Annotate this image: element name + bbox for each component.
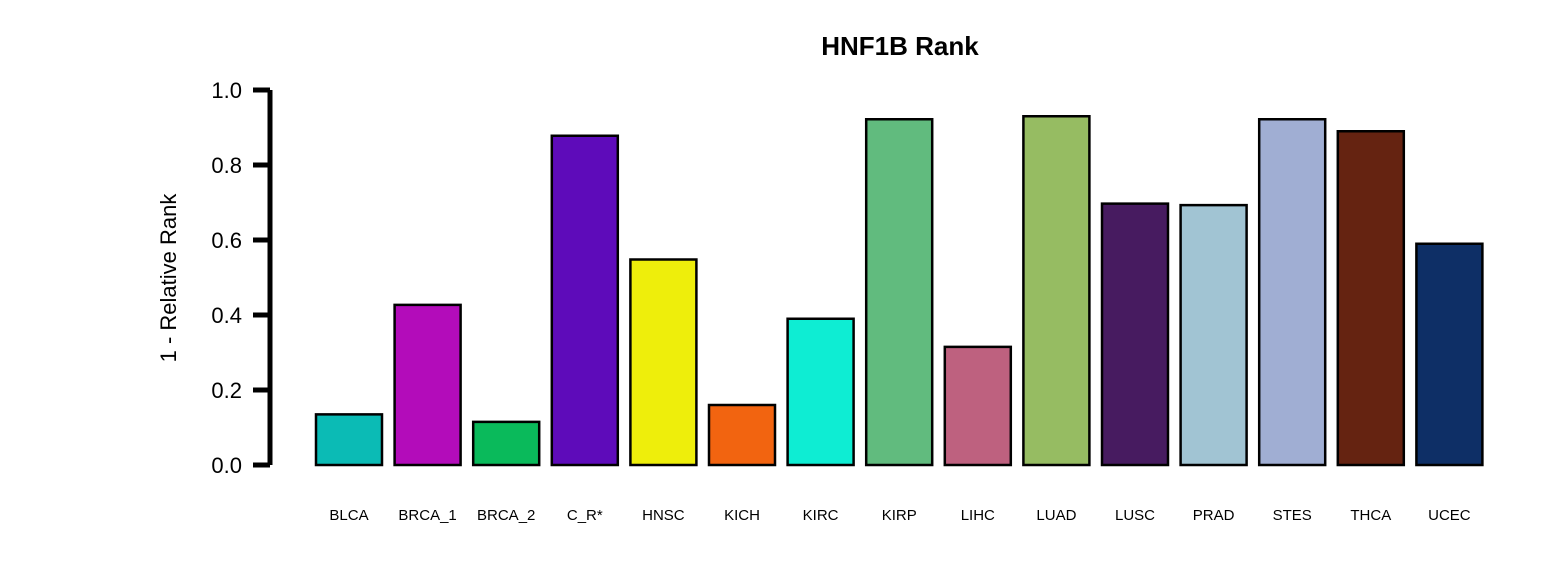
bar-kich xyxy=(707,403,777,467)
x-tick-label: STES xyxy=(1273,507,1312,524)
y-tick-label: 0.8 xyxy=(211,153,242,178)
x-tick-label: LUAD xyxy=(1036,507,1076,524)
y-tick-label: 0.6 xyxy=(211,228,242,253)
bar-lusc xyxy=(1100,202,1170,467)
x-tick-label: LUSC xyxy=(1115,507,1155,524)
x-tick-label: UCEC xyxy=(1428,507,1471,524)
chart-title: HNF1B Rank xyxy=(821,31,979,61)
x-tick-label: KIRC xyxy=(803,507,839,524)
x-tick-label: BRCA_1 xyxy=(398,507,456,524)
bar-kirp xyxy=(864,118,934,467)
bar-c-r- xyxy=(550,134,620,467)
bar-brca-1 xyxy=(393,303,462,467)
x-tick-label: HNSC xyxy=(642,507,685,524)
x-tick-label: KICH xyxy=(724,507,760,524)
x-tick-label: LIHC xyxy=(961,507,995,524)
y-tick-label: 0.4 xyxy=(211,303,242,328)
x-axis-labels: BLCA BRCA_1 BRCA_2 C_R* HNSC KICH KIRC KIRP LIHC… xyxy=(329,507,1470,524)
bar-ucec xyxy=(1415,242,1484,467)
bar-hnsc xyxy=(629,258,698,467)
y-axis-label: 1 - Relative Rank xyxy=(156,193,181,363)
bar-brca-2 xyxy=(471,420,541,467)
y-tick-label: 0.2 xyxy=(211,378,242,403)
bars xyxy=(314,115,1484,467)
bar-stes xyxy=(1257,118,1327,467)
bar-prad xyxy=(1179,203,1248,467)
bar-luad xyxy=(1022,115,1091,467)
y-tick-label: 1.0 xyxy=(211,78,242,103)
x-tick-label: KIRP xyxy=(882,507,917,524)
bar-blca xyxy=(314,413,384,467)
x-tick-label: BLCA xyxy=(329,507,368,524)
x-tick-label: THCA xyxy=(1350,507,1391,524)
y-tick-label: 0.0 xyxy=(211,453,242,478)
bar-kirc xyxy=(786,317,855,467)
bar-thca xyxy=(1336,130,1406,467)
y-axis: 0.0 0.2 0.4 0.6 0.8 1.0 xyxy=(211,78,273,478)
x-tick-label: C_R* xyxy=(567,507,603,524)
x-tick-label: PRAD xyxy=(1193,507,1235,524)
bar-lihc xyxy=(943,345,1013,467)
x-tick-label: BRCA_2 xyxy=(477,507,535,524)
